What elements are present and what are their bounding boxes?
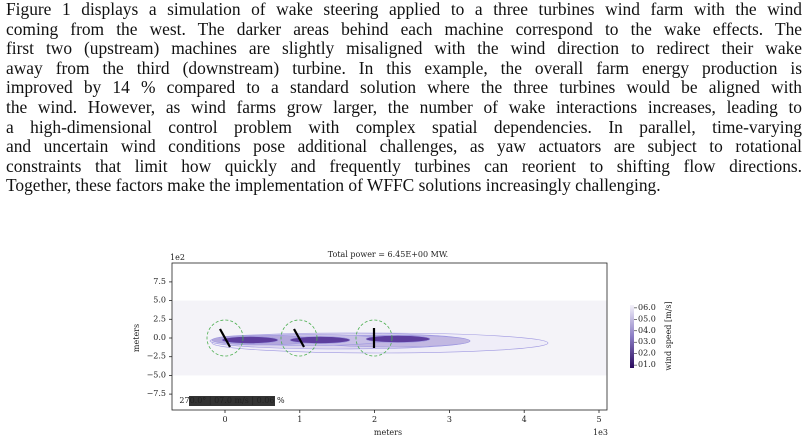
y-axis-label: meters <box>132 324 141 352</box>
y-multiplier: 1e2 <box>170 253 185 262</box>
wakes <box>209 332 549 354</box>
x-tick-label: 2 <box>372 415 377 424</box>
text-line: Together, these factors make the impleme… <box>6 175 661 196</box>
colorbar <box>630 305 634 368</box>
text-line: away from the third (downstream) turbine… <box>6 57 802 78</box>
text-line: improved by 14 % compared to a standard … <box>6 77 802 98</box>
annotation-box <box>189 396 275 406</box>
x-tick-label: 0 <box>222 415 227 424</box>
colorbar-tick-label: 05.0 <box>638 314 656 323</box>
y-tick-label: −7.5 <box>147 389 166 398</box>
text-line: coming from the west. The darker areas b… <box>6 18 802 39</box>
text-line: a high-dimensional control problem with … <box>6 116 802 137</box>
colorbar-tick-label: 03.0 <box>638 337 656 346</box>
paragraph: Figure 1 displays a simulation of wake s… <box>6 0 802 196</box>
x-tick-label: 4 <box>522 415 527 424</box>
turbines <box>206 319 393 357</box>
y-tick-label: −2.5 <box>147 352 166 361</box>
y-tick-label: 7.5 <box>153 277 166 286</box>
text-line: constraints that limit how quickly and f… <box>6 155 802 176</box>
colorbar-tick-label: 06.0 <box>638 303 656 312</box>
text-line: and uncertain wind conditions pose addit… <box>6 136 802 157</box>
figure-title: Total power = 6.45E+00 MW. <box>328 250 448 259</box>
x-tick-label: 5 <box>596 415 601 424</box>
text-line: Figure 1 displays a simulation of wake s… <box>6 0 802 19</box>
colorbar-tick-label: 01.0 <box>638 360 656 369</box>
text-line: the wind. However, as wind farms grow la… <box>6 96 802 117</box>
y-tick-label: 2.5 <box>153 314 166 323</box>
text-line: first two (upstream) machines are slight… <box>6 38 802 59</box>
colorbar-tick-label: 02.0 <box>638 349 656 358</box>
y-tick-label: −5.0 <box>147 370 166 379</box>
x-axis-label: meters <box>374 428 402 437</box>
y-tick-label: 0.0 <box>153 333 166 342</box>
colorbar-label: wind speed [m/s] <box>664 301 673 370</box>
annotation: 270.0° | 07.0 m/s | 0.06 % <box>179 396 285 405</box>
y-tick-label: 5.0 <box>153 296 166 305</box>
x-tick-label: 1 <box>297 415 302 424</box>
x-tick-label: 3 <box>447 415 452 424</box>
colorbar-tick-label: 04.0 <box>638 326 656 335</box>
x-multiplier: 1e3 <box>593 428 608 437</box>
